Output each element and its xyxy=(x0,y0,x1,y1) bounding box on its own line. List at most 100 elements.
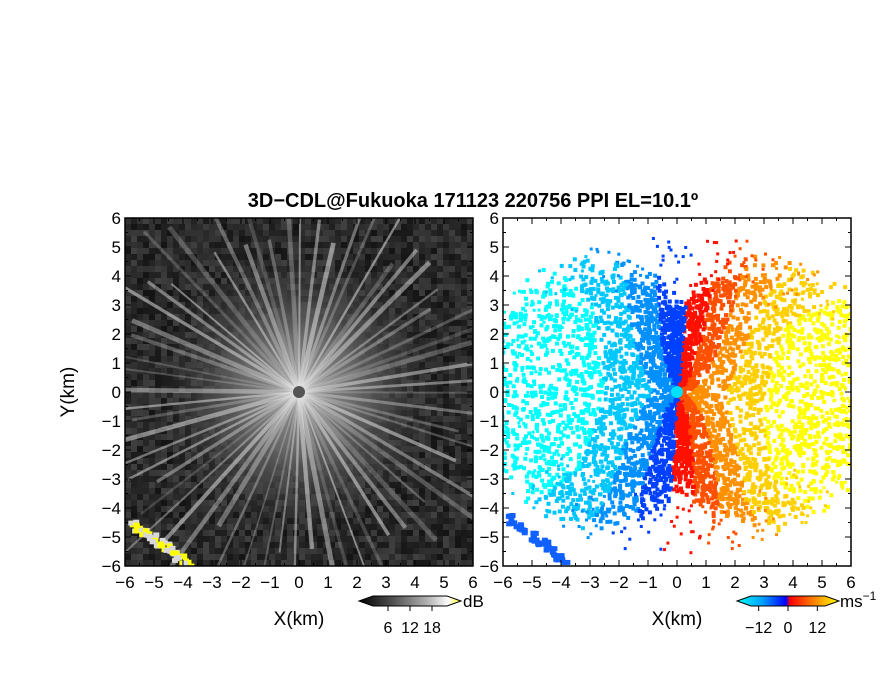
noise-cell xyxy=(383,536,389,542)
reflectivity-spoke xyxy=(298,218,301,393)
noise-cell xyxy=(299,530,305,536)
velocity-cell xyxy=(524,344,529,349)
left-x-tick-label: 4 xyxy=(410,573,419,592)
noise-cell xyxy=(215,248,221,254)
noise-cell xyxy=(239,554,245,560)
velocity-cell xyxy=(514,378,519,383)
velocity-cell xyxy=(637,374,642,379)
noise-cell xyxy=(269,530,275,536)
noise-cell xyxy=(173,278,179,284)
noise-cell xyxy=(161,518,167,524)
noise-cell xyxy=(449,356,455,362)
noise-cell xyxy=(191,524,197,530)
reflectivity-spoke xyxy=(130,333,300,394)
noise-cell xyxy=(125,500,131,506)
left-spokes-layer xyxy=(125,218,473,566)
noise-cell xyxy=(419,242,425,248)
noise-cell xyxy=(437,518,443,524)
noise-cell xyxy=(179,476,185,482)
noise-cell xyxy=(455,356,461,362)
noise-cell xyxy=(455,416,461,422)
noise-cell xyxy=(431,536,437,542)
noise-cell xyxy=(467,512,473,518)
velocity-cell xyxy=(767,387,772,392)
strong-echo-cell xyxy=(142,528,149,534)
noise-cell xyxy=(197,242,203,248)
velocity-cell xyxy=(697,298,702,303)
noise-cell xyxy=(419,296,425,302)
noise-cell xyxy=(191,530,197,536)
noise-cell xyxy=(443,416,449,422)
noise-cell xyxy=(371,242,377,248)
noise-cell xyxy=(185,278,191,284)
strong-echo-cell xyxy=(188,563,195,566)
velocity-cell xyxy=(476,404,480,408)
noise-cell xyxy=(425,524,431,530)
noise-cell xyxy=(407,290,413,296)
velocity-cell xyxy=(738,438,743,443)
noise-cell xyxy=(449,260,455,266)
noise-cell xyxy=(167,296,173,302)
noise-cell xyxy=(137,410,143,416)
noise-cell xyxy=(467,314,473,320)
velocity-cell xyxy=(733,288,738,293)
noise-cell xyxy=(125,320,131,326)
noise-cell xyxy=(383,272,389,278)
noise-cell xyxy=(149,344,155,350)
noise-cell xyxy=(149,422,155,428)
velocity-cell xyxy=(776,508,781,513)
velocity-cell xyxy=(591,512,596,517)
noise-cell xyxy=(257,242,263,248)
noise-cell xyxy=(347,542,353,548)
reflectivity-spoke xyxy=(278,391,300,553)
noise-cell xyxy=(263,548,269,554)
velocity-cell xyxy=(753,468,758,473)
noise-cell xyxy=(125,422,131,428)
noise-cell xyxy=(185,236,191,242)
noise-cell xyxy=(389,224,395,230)
noise-cell xyxy=(149,488,155,494)
velocity-cell xyxy=(856,422,860,426)
noise-cell xyxy=(125,350,131,356)
noise-cell xyxy=(449,416,455,422)
noise-cell xyxy=(437,338,443,344)
noise-cell xyxy=(335,218,341,224)
noise-cell xyxy=(437,530,443,536)
noise-cell xyxy=(311,224,317,230)
noise-cell xyxy=(443,434,449,440)
velocity-cell xyxy=(550,348,555,353)
noise-cell xyxy=(437,272,443,278)
velocity-cell xyxy=(770,510,775,515)
velocity-cell xyxy=(485,352,489,356)
noise-cell xyxy=(437,470,443,476)
velocity-cell xyxy=(717,402,722,407)
noise-cell xyxy=(443,446,449,452)
velocity-cell xyxy=(574,307,579,312)
noise-cell xyxy=(143,446,149,452)
velocity-cell xyxy=(699,413,704,418)
noise-cell xyxy=(275,242,281,248)
noise-cell xyxy=(191,518,197,524)
reflectivity-spoke xyxy=(146,280,300,394)
noise-cell xyxy=(335,242,341,248)
velocity-cell xyxy=(543,390,548,395)
velocity-cell xyxy=(635,299,640,304)
noise-cell xyxy=(155,344,161,350)
velocity-cell xyxy=(828,285,833,290)
noise-cell xyxy=(155,392,161,398)
velocity-cell xyxy=(855,430,859,434)
velocity-cell xyxy=(842,378,846,382)
velocity-cell xyxy=(548,301,552,306)
velocity-cell xyxy=(586,511,591,516)
noise-cell xyxy=(317,548,323,554)
noise-cell xyxy=(431,554,437,560)
velocity-cell xyxy=(592,330,597,335)
noise-cell xyxy=(155,548,161,554)
velocity-cell xyxy=(666,496,671,501)
noise-cell xyxy=(221,236,227,242)
velocity-cell xyxy=(822,399,827,404)
noise-cell xyxy=(437,248,443,254)
noise-cell xyxy=(359,542,365,548)
velocity-cell xyxy=(767,515,772,520)
noise-cell xyxy=(257,236,263,242)
